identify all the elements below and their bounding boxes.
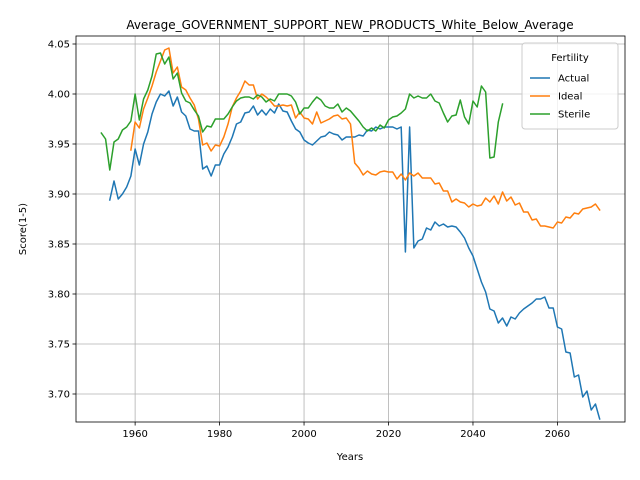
- legend-box: [521, 42, 619, 130]
- y-tick-label: 3.85: [48, 240, 70, 251]
- y-tick-label: 3.70: [48, 390, 70, 401]
- y-axis-label: Score(1-5): [18, 203, 29, 255]
- x-tick-label: 1980: [207, 429, 232, 440]
- x-tick-label: 1960: [122, 429, 147, 440]
- x-axis: 1960 1980 2000 2020 2040 2060: [122, 422, 570, 440]
- legend-label-ideal: Ideal: [558, 92, 582, 103]
- x-tick-label: 2020: [376, 429, 401, 440]
- series-line-sterile: [100, 52, 504, 171]
- legend-title: Fertility: [551, 53, 589, 64]
- x-tick-label: 2040: [460, 429, 485, 440]
- y-tick-label: 4.05: [48, 40, 70, 51]
- y-tick-label: 3.75: [48, 340, 70, 351]
- series-line-ideal: [130, 47, 601, 229]
- legend: Fertility Actual Ideal Sterile: [521, 42, 619, 130]
- y-tick-label: 3.90: [48, 190, 70, 201]
- x-tick-label: 2060: [545, 429, 570, 440]
- series-layer: [100, 47, 601, 420]
- y-tick-label: 3.80: [48, 290, 70, 301]
- y-tick-label: 4.00: [48, 90, 70, 101]
- grid: [76, 36, 625, 422]
- legend-label-actual: Actual: [558, 74, 589, 85]
- plot-frame: [75, 35, 626, 423]
- chart-title: Average_GOVERNMENT_SUPPORT_NEW_PRODUCTS_…: [126, 18, 573, 32]
- series-line-actual: [108, 90, 601, 420]
- x-axis-label: Years: [336, 452, 363, 463]
- x-tick-label: 2000: [291, 429, 316, 440]
- y-tick-label: 3.95: [48, 140, 70, 151]
- legend-label-sterile: Sterile: [558, 110, 590, 121]
- y-axis: 3.70 3.75 3.80 3.85 3.90 3.95 4.00 4.05: [48, 40, 76, 401]
- legend-items: Actual Ideal Sterile: [530, 74, 590, 121]
